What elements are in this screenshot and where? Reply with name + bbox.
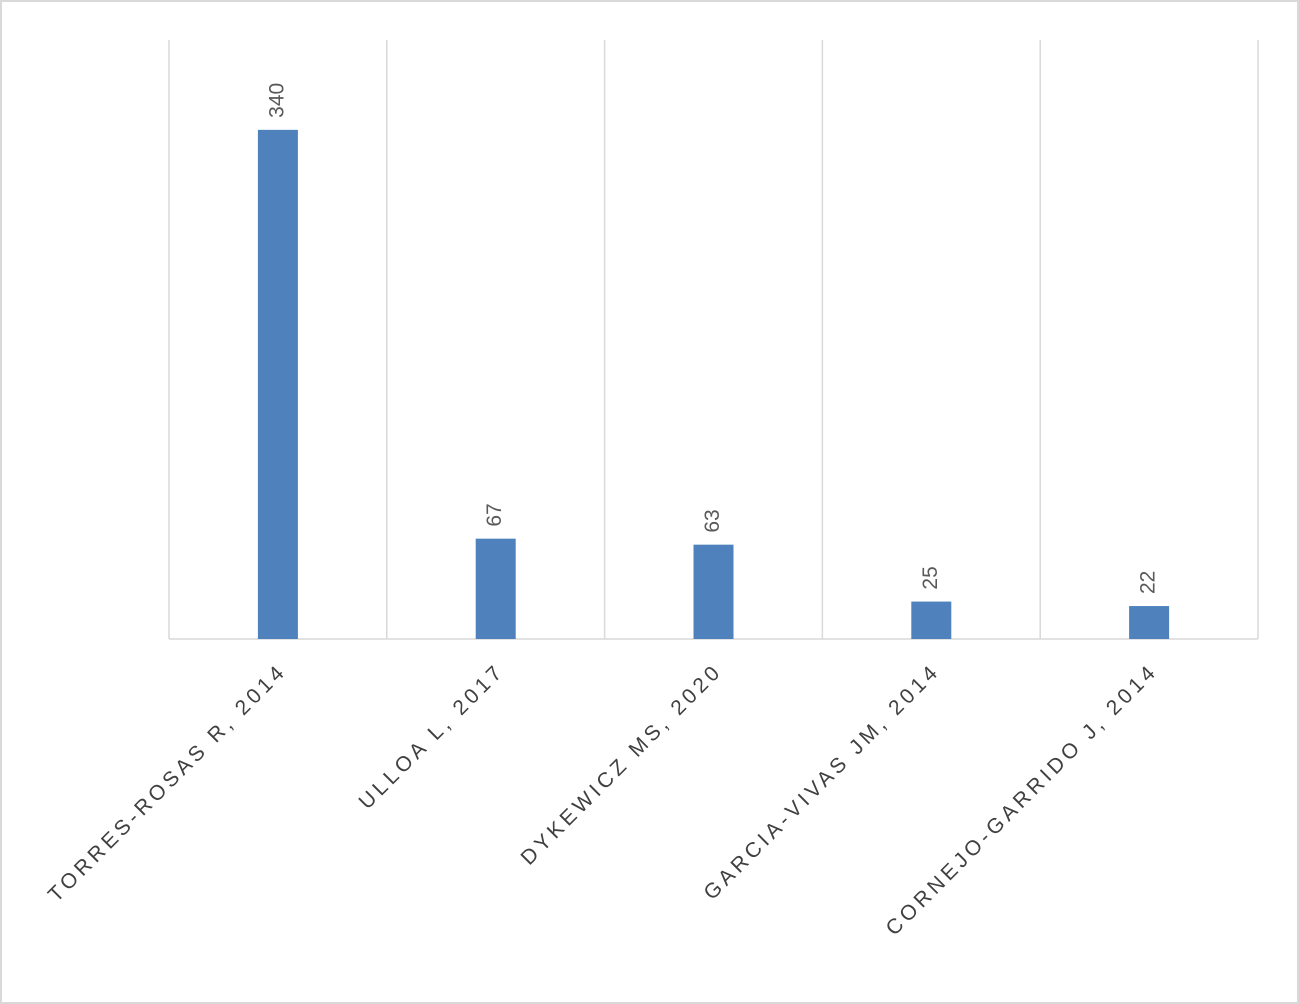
x-tick-label: CORNEJO-GARRIDO J, 2014	[882, 659, 1163, 940]
data-label: 22	[1137, 571, 1160, 594]
bar	[475, 538, 516, 639]
data-label: 67	[483, 503, 506, 526]
data-label: 340	[265, 83, 288, 118]
bar	[693, 544, 734, 639]
bar	[1129, 606, 1170, 639]
x-tick-label: ULLOA L, 2017	[355, 659, 510, 814]
x-tick-label: GARCIA-VIVAS JM, 2014	[699, 659, 944, 904]
x-tick-label: DYKEWICZ MS, 2020	[517, 659, 727, 869]
bar	[911, 601, 952, 639]
bar	[257, 129, 298, 639]
data-label: 63	[701, 509, 724, 532]
x-tick-label: TORRES-ROSAS R, 2014	[44, 659, 292, 907]
data-label: 25	[919, 566, 942, 589]
